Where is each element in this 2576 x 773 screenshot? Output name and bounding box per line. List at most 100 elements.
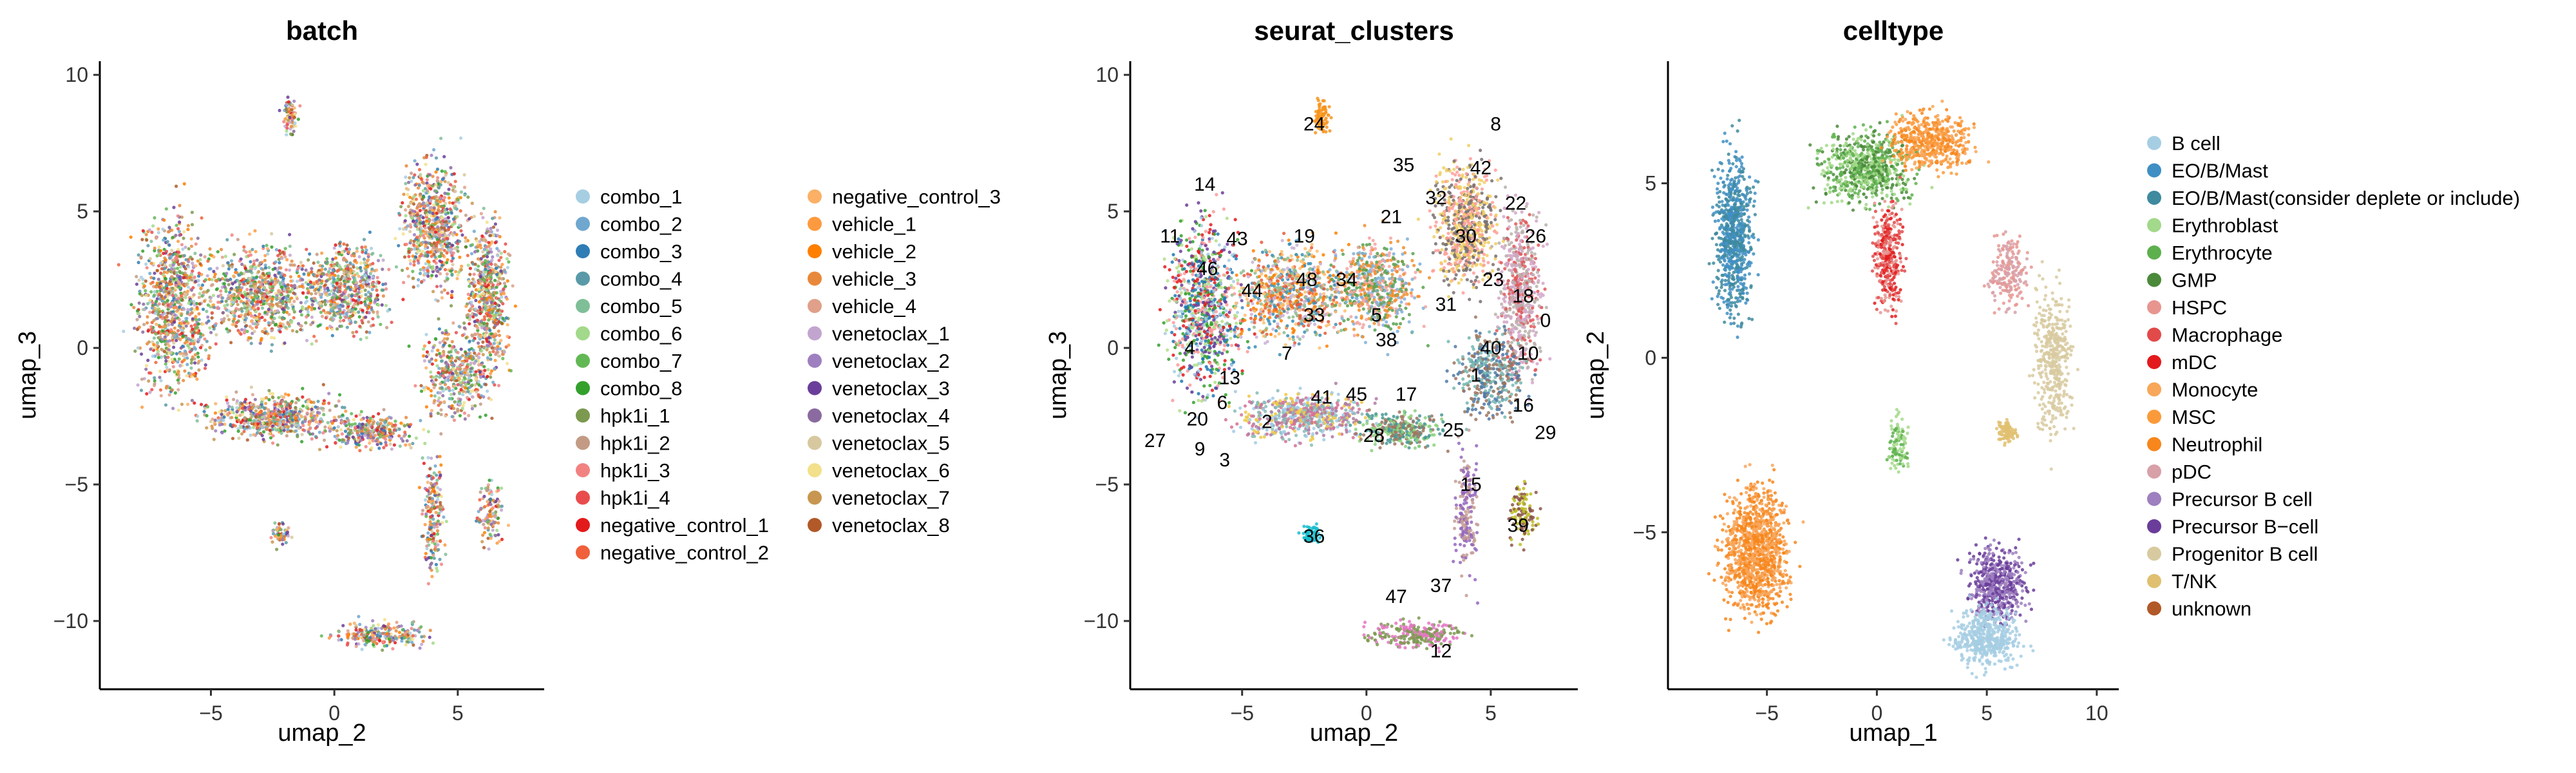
- cell-point: [194, 314, 198, 318]
- cell-point: [415, 235, 419, 239]
- cell-point: [456, 249, 460, 253]
- cell-point: [379, 254, 383, 258]
- cell-point: [362, 278, 366, 282]
- cell-point: [493, 301, 497, 305]
- cell-point: [442, 196, 446, 200]
- cell-point: [432, 148, 436, 152]
- cell-point: [167, 348, 171, 352]
- cell-point: [430, 408, 434, 413]
- cell-point: [296, 321, 301, 326]
- cell-point: [171, 406, 175, 410]
- cell-point: [271, 267, 275, 271]
- cell-point: [153, 290, 156, 294]
- cell-point: [163, 276, 167, 280]
- cell-point: [316, 260, 320, 264]
- cell-point: [367, 305, 371, 309]
- cell-point: [266, 247, 270, 251]
- cell-point: [355, 443, 359, 446]
- cell-point: [222, 415, 226, 419]
- cell-point: [503, 269, 507, 274]
- cell-point: [337, 399, 341, 403]
- cell-point: [185, 374, 189, 377]
- cell-point: [323, 283, 327, 287]
- cell-point: [305, 411, 309, 415]
- cell-point: [256, 422, 260, 426]
- cell-point: [342, 269, 346, 272]
- cell-point: [359, 338, 363, 341]
- cell-point: [301, 278, 305, 282]
- cell-point: [156, 264, 161, 268]
- cell-point: [180, 243, 184, 247]
- cell-point: [190, 273, 194, 277]
- cell-point: [435, 247, 439, 251]
- cell-point: [163, 320, 167, 324]
- cell-point: [311, 285, 315, 289]
- cell-point: [248, 325, 252, 329]
- cell-point: [506, 265, 510, 269]
- cell-point: [500, 262, 504, 267]
- cell-point: [271, 434, 275, 438]
- cell-point: [162, 251, 166, 255]
- cell-point: [470, 202, 474, 205]
- cell-point: [208, 326, 212, 330]
- cell-point: [192, 372, 196, 377]
- cell-point: [157, 285, 161, 289]
- cell-point: [503, 282, 507, 285]
- cell-point: [339, 282, 343, 285]
- cell-point: [424, 230, 428, 234]
- cell-point: [161, 227, 165, 231]
- cell-point: [285, 407, 289, 411]
- cell-point: [160, 294, 164, 298]
- cell-point: [220, 255, 224, 259]
- cell-point: [174, 293, 178, 297]
- cell-point: [436, 225, 440, 229]
- cell-point: [197, 274, 201, 278]
- cell-point: [480, 234, 484, 238]
- cell-point: [170, 267, 174, 271]
- cell-point: [180, 262, 184, 265]
- cell-point: [299, 260, 303, 264]
- cell-point: [190, 399, 194, 403]
- cell-point: [290, 329, 294, 332]
- cell-point: [443, 208, 447, 212]
- cell-point: [355, 284, 359, 288]
- cell-point: [424, 191, 428, 195]
- cell-point: [432, 259, 436, 263]
- cell-point: [194, 318, 198, 321]
- cell-point: [207, 319, 211, 323]
- cell-point: [359, 265, 363, 270]
- cell-point: [213, 275, 216, 279]
- cell-point: [243, 304, 247, 308]
- cell-point: [136, 312, 140, 316]
- cell-point: [410, 171, 413, 175]
- cell-point: [289, 401, 293, 406]
- cell-point: [173, 326, 176, 330]
- cell-point: [171, 236, 175, 240]
- cell-point: [375, 310, 379, 314]
- cell-point: [249, 403, 253, 406]
- cell-point: [460, 406, 464, 410]
- cell-point: [332, 280, 336, 284]
- cell-point: [285, 258, 289, 262]
- cell-point: [409, 446, 413, 450]
- cell-point: [445, 272, 449, 276]
- cell-point: [240, 294, 244, 298]
- cell-point: [176, 378, 180, 382]
- cell-point: [240, 309, 244, 313]
- cell-point: [153, 311, 157, 316]
- cell-point: [296, 424, 300, 428]
- cell-point: [404, 415, 408, 419]
- cell-point: [285, 123, 289, 127]
- cell-point: [497, 329, 500, 333]
- cell-point: [425, 201, 429, 205]
- cell-point: [200, 358, 204, 362]
- cell-point: [307, 423, 311, 426]
- cell-point: [408, 262, 413, 266]
- cell-point: [455, 379, 459, 383]
- cell-point: [451, 217, 455, 221]
- cell-point: [421, 222, 425, 225]
- cell-point: [178, 204, 182, 207]
- cell-point: [252, 259, 256, 263]
- cell-point: [386, 309, 390, 313]
- cell-point: [487, 309, 491, 312]
